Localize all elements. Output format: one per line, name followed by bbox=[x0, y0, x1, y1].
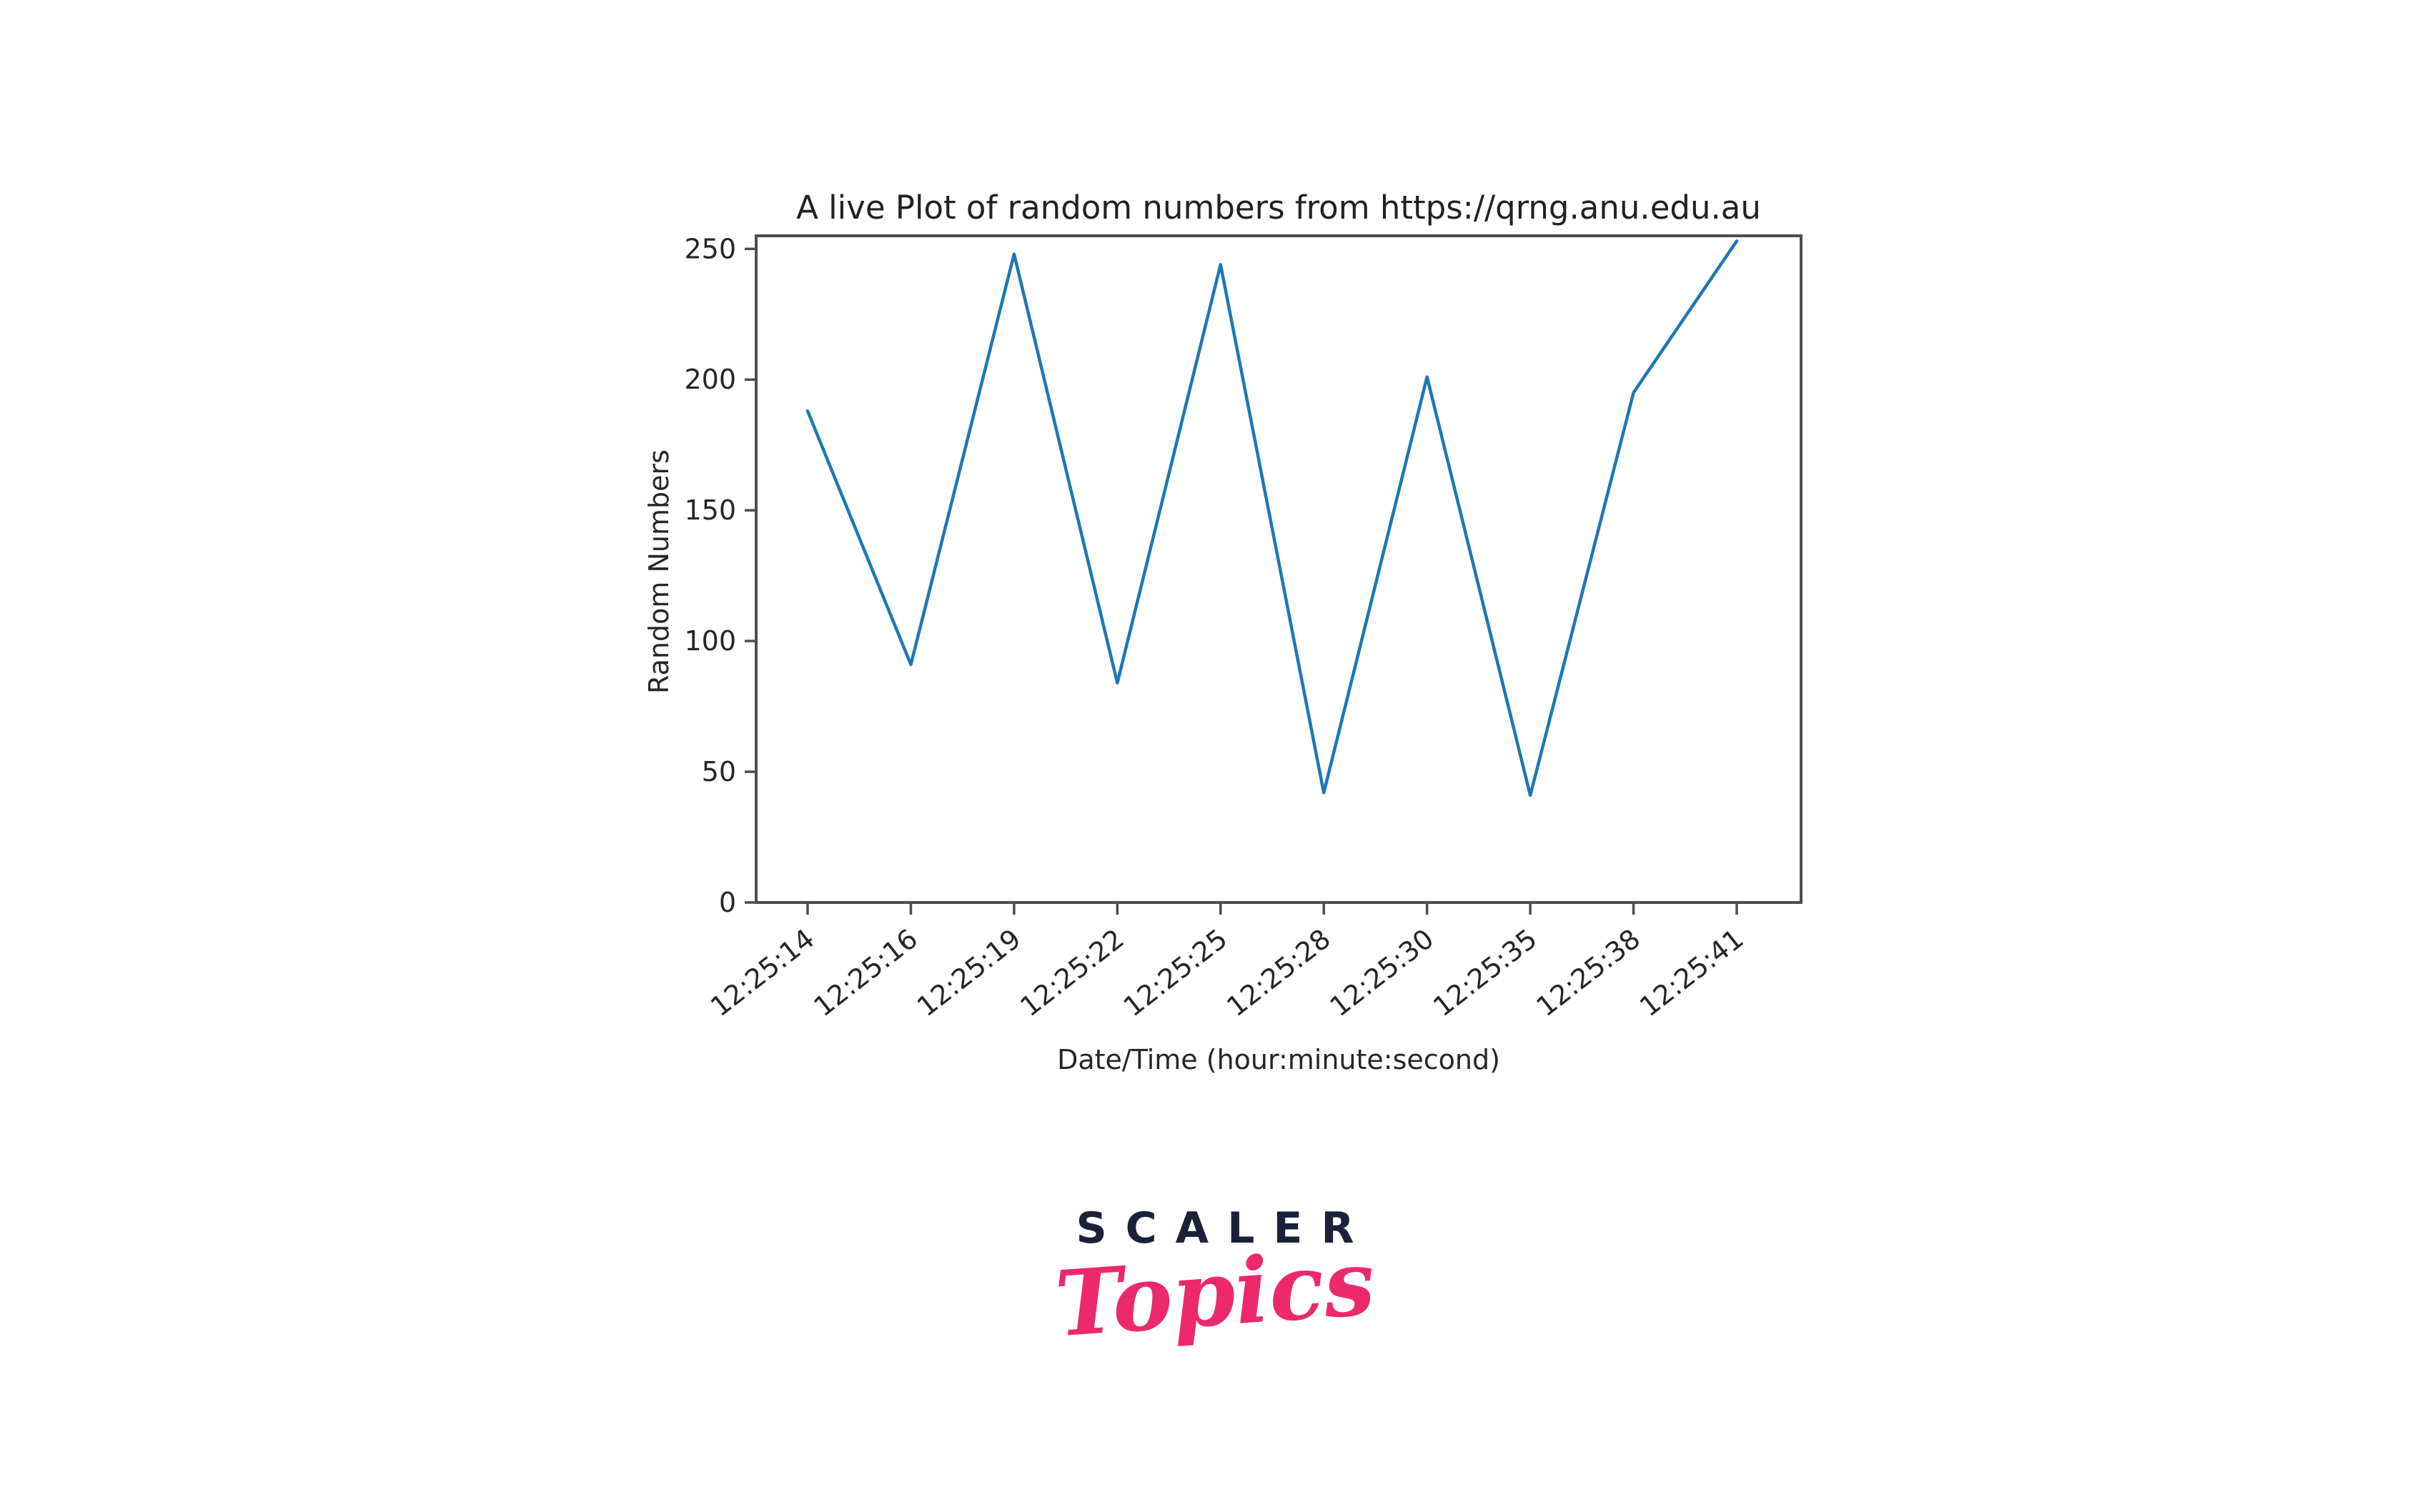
x-axis-label: Date/Time (hour:minute:second) bbox=[1057, 1044, 1500, 1075]
x-tick-label: 12:25:38 bbox=[1531, 922, 1647, 1023]
data-series bbox=[805, 239, 1739, 797]
y-tick-label: 0 bbox=[719, 887, 736, 918]
y-axis-ticks: 0 50 100 150 200 250 bbox=[684, 233, 755, 918]
x-tick-label: 12:25:28 bbox=[1221, 922, 1336, 1023]
plot-frame bbox=[755, 234, 1802, 904]
logo-scaler-wordmark: SCALER bbox=[1076, 1203, 1373, 1253]
axes-spines bbox=[755, 234, 1802, 904]
x-tick-label: 12:25:19 bbox=[911, 922, 1027, 1023]
x-tick-label: 12:25:30 bbox=[1324, 922, 1440, 1023]
y-tick-label: 100 bbox=[684, 625, 736, 657]
y-axis-label: Random Numbers bbox=[643, 449, 675, 694]
y-tick-label: 250 bbox=[684, 233, 736, 264]
chart-title: A live Plot of random numbers from https… bbox=[796, 189, 1761, 227]
scaler-topics-logo: SCALER Topics bbox=[0, 1203, 2430, 1357]
x-tick-label: 12:25:22 bbox=[1014, 922, 1130, 1023]
x-tick-label: 12:25:35 bbox=[1427, 922, 1543, 1023]
y-tick-label: 50 bbox=[702, 756, 736, 787]
x-tick-label: 12:25:16 bbox=[808, 922, 923, 1023]
x-tick-label: 12:25:41 bbox=[1634, 922, 1750, 1023]
x-axis-ticks: 12:25:1412:25:1612:25:1912:25:2212:25:25… bbox=[705, 903, 1750, 1023]
x-tick-label: 12:25:14 bbox=[705, 922, 820, 1023]
data-series-line bbox=[805, 239, 1739, 797]
y-tick-label: 200 bbox=[684, 364, 736, 395]
x-tick-label: 12:25:25 bbox=[1118, 922, 1234, 1023]
y-tick-label: 150 bbox=[684, 494, 736, 526]
